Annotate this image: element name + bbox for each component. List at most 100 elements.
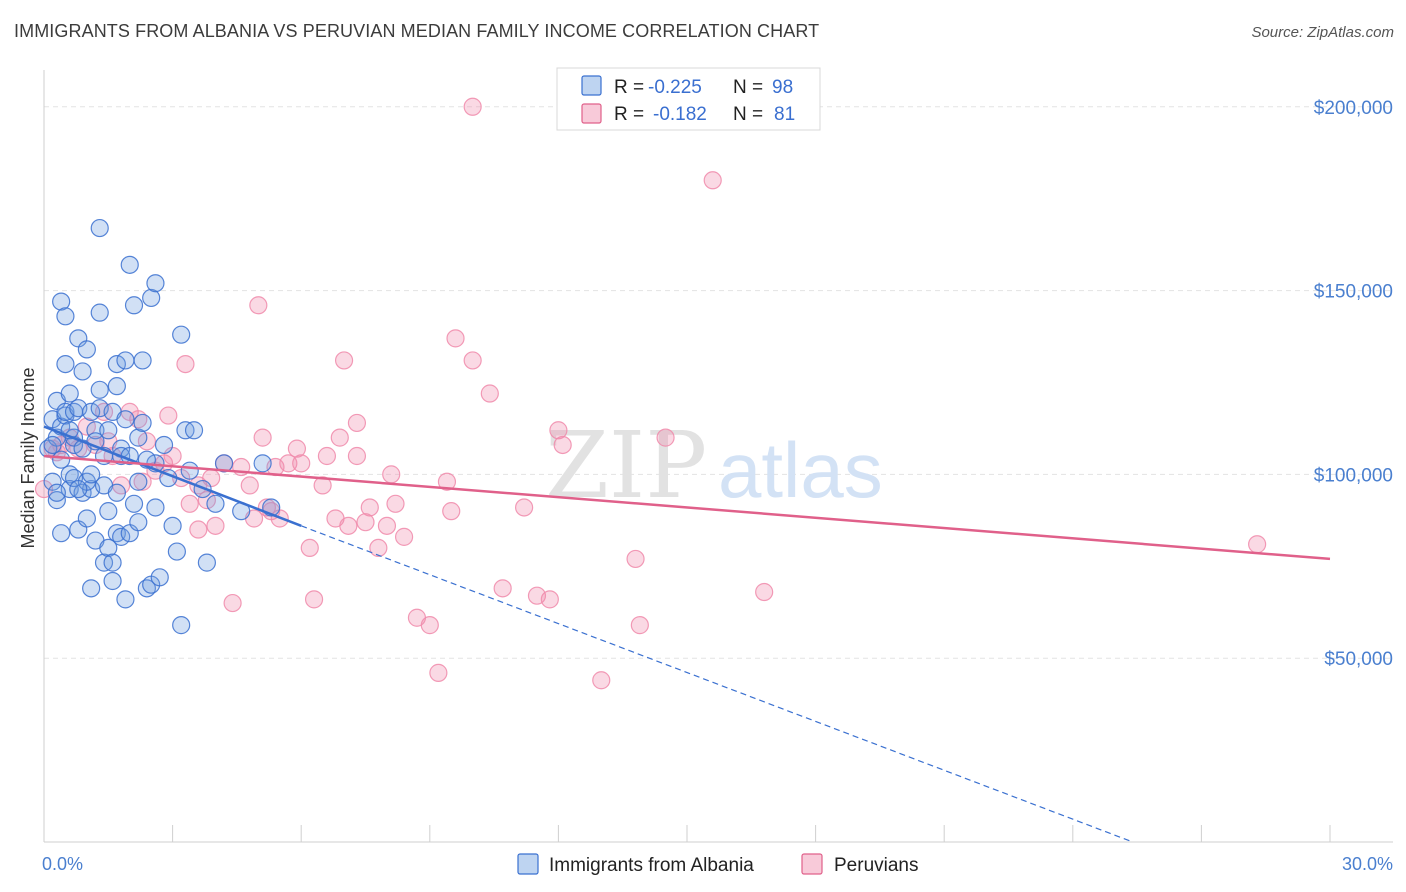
peruvians-point-48 <box>360 498 379 517</box>
albania-point-59 <box>124 296 144 315</box>
peruvians-point-78 <box>133 472 152 491</box>
series-legend: Immigrants from Albania Peruvians <box>517 853 919 876</box>
source-label: Source: ZipAtlas.com <box>1251 24 1394 41</box>
peruvians-point-60 <box>463 351 482 370</box>
peruvians-point-68 <box>592 671 611 690</box>
bottom-peruvians-swatch <box>801 853 823 875</box>
albania-points <box>39 218 281 635</box>
albania-point-92 <box>99 421 118 440</box>
albania-point-89 <box>52 450 71 469</box>
albania-point-76 <box>172 325 191 344</box>
albania-point-83 <box>206 494 225 513</box>
peruvians-point-65 <box>540 590 559 609</box>
peruvians-point-61 <box>480 384 499 403</box>
albania-point-72 <box>154 435 174 455</box>
albania-point-46 <box>107 377 126 396</box>
albania-point-55 <box>120 255 139 274</box>
peruvians-point-27 <box>240 476 259 495</box>
peruvians-point-45 <box>347 446 367 466</box>
albania-point-71 <box>150 568 169 587</box>
peruvians-point-43 <box>334 351 354 370</box>
albania-point-97 <box>107 483 126 502</box>
peruvians-point-44 <box>339 516 358 535</box>
y-tick-label-0: $50,000 <box>1324 649 1393 670</box>
albania-point-94 <box>82 465 101 484</box>
x-tick-label-1: 30.0% <box>1342 854 1393 874</box>
peruvians-point-46 <box>347 413 367 433</box>
albania-point-7 <box>52 292 71 311</box>
watermark-atlas: atlas <box>718 426 883 514</box>
peruvians-point-30 <box>253 428 272 447</box>
albania-point-29 <box>82 579 101 598</box>
peruvians-point-70 <box>630 616 649 635</box>
albania-point-77 <box>172 616 191 635</box>
peruvians-point-66 <box>549 421 568 440</box>
peruvians-point-74 <box>1248 535 1267 554</box>
legend-peruvians-label: Peruvians <box>834 855 919 876</box>
albania-point-62 <box>129 513 148 532</box>
peruvians-point-34 <box>279 454 298 473</box>
albania-point-64 <box>133 413 152 433</box>
albania-point-74 <box>163 516 182 535</box>
peruvians-point-63 <box>515 498 534 517</box>
legend-r-value-2: -0.182 <box>653 104 707 125</box>
albania-point-88 <box>43 435 62 455</box>
peruvians-point-56 <box>429 663 448 682</box>
albania-point-37 <box>90 218 109 238</box>
grid-lines <box>44 106 1393 659</box>
peruvians-point-52 <box>386 494 405 513</box>
albania-point-95 <box>69 479 88 499</box>
peruvians-point-15 <box>159 406 178 425</box>
legend-r-value-1: -0.225 <box>648 77 702 98</box>
legend-n-value-2: 81 <box>774 104 795 125</box>
peruvians-point-47 <box>356 513 375 532</box>
albania-point-80 <box>184 421 204 440</box>
peruvians-point-49 <box>369 538 388 558</box>
albania-point-43 <box>103 571 122 591</box>
albania-point-27 <box>77 509 96 528</box>
albania-point-5 <box>47 491 66 510</box>
peruvians-point-71 <box>656 428 675 447</box>
peruvians-points <box>34 97 1267 690</box>
peruvians-point-20 <box>189 520 208 539</box>
albania-point-66 <box>142 288 161 308</box>
peruvians-point-40 <box>317 446 337 466</box>
peruvians-point-50 <box>377 516 397 535</box>
albania-point-34 <box>90 303 109 322</box>
albania-point-84 <box>214 454 234 473</box>
peruvians-point-35 <box>287 439 307 458</box>
albania-point-41 <box>99 502 118 521</box>
legend-albania-label: Immigrants from Albania <box>549 855 754 876</box>
peruvians-point-75 <box>463 97 482 116</box>
albania-point-26 <box>77 340 96 359</box>
albania-point-6 <box>52 524 71 543</box>
albania-point-61 <box>129 428 148 447</box>
peruvians-point-37 <box>300 538 319 558</box>
peruvians-trend-line <box>43 454 1331 561</box>
albania-point-96 <box>47 483 66 502</box>
y-tick-label-3: $200,000 <box>1314 98 1393 119</box>
peruvians-point-62 <box>493 579 512 598</box>
legend-n-value-1: 98 <box>772 77 793 98</box>
x-tick-label-0: 0.0% <box>42 854 83 874</box>
albania-point-86 <box>253 454 272 473</box>
albania-point-82 <box>197 553 216 572</box>
watermark-zip: ZIP <box>545 412 707 519</box>
albania-point-23 <box>73 362 92 381</box>
albania-point-12 <box>56 307 75 326</box>
peruvians-point-69 <box>626 549 645 569</box>
peruvians-point-18 <box>176 354 195 374</box>
albania-trend-line <box>43 425 302 528</box>
bottom-albania-swatch <box>517 853 539 875</box>
peruvians-point-55 <box>420 616 439 635</box>
y-axis-label: Median Family Income <box>18 367 38 548</box>
albania-point-11 <box>56 354 75 374</box>
albania-point-63 <box>133 351 152 370</box>
peruvians-point-19 <box>180 494 199 513</box>
albania-point-2 <box>43 472 62 491</box>
albania-point-42 <box>99 538 118 558</box>
legend-n-label-2: N = <box>733 104 763 125</box>
peruvians-point-29 <box>249 296 268 315</box>
stats-legend: R = -0.225 N = 98 R = -0.182 N = 81 <box>556 67 821 131</box>
